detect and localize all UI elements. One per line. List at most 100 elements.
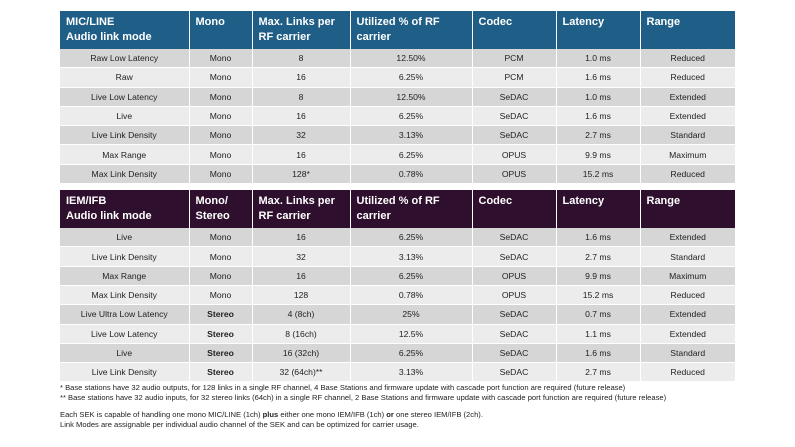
table-cell: SeDAC <box>472 125 557 146</box>
table-cell: 3.13% <box>350 125 473 146</box>
column-header: Max. Links per RF carrier <box>252 190 351 229</box>
column-header: Utilized % of RF carrier <box>350 11 473 49</box>
table-cell: SeDAC <box>472 106 557 127</box>
table-cell: PCM <box>472 67 557 88</box>
footnotes: * Base stations have 32 audio outputs, f… <box>60 383 760 430</box>
table-cell: OPUS <box>472 266 557 286</box>
table-cell: 32 (64ch)** <box>252 362 351 383</box>
column-header: Range <box>640 190 735 229</box>
table-cell: 12.50% <box>350 87 473 107</box>
table-row: Live Link Density Mono 32 3.13% SeDAC 2.7 ms S… <box>60 125 735 146</box>
table-cell: Maximum <box>640 144 735 165</box>
table-row: Live Link Density Stereo 32 (64ch)** 3.13% S… <box>60 362 735 383</box>
table-cell: 16 <box>252 67 351 88</box>
table-cell: Reduced <box>640 164 735 185</box>
table-cell: Standard <box>640 125 735 146</box>
column-header: Mono/Stereo <box>189 190 253 229</box>
table-cell: Extended <box>640 228 735 248</box>
table-cell: 16 <box>252 106 351 127</box>
table-cell: 1.6 ms <box>556 228 641 248</box>
table-cell: Standard <box>640 246 735 267</box>
link-modes-note: Link Modes are assignable per individual… <box>60 420 419 429</box>
table-cell: Extended <box>640 304 735 325</box>
table-cell: 15.2 ms <box>556 285 641 306</box>
table-cell: Mono <box>189 87 253 107</box>
table-cell: 8 <box>252 87 351 107</box>
table-cell: 4 (8ch) <box>252 304 351 325</box>
table-cell: PCM <box>472 49 557 69</box>
table-cell: 32 <box>252 246 351 267</box>
mic-line-header-row: MIC/LINE Audio link mode Mono Max. Links pe… <box>60 11 735 49</box>
table-cell: Max Link Density <box>60 164 190 185</box>
table-cell: 2.7 ms <box>556 246 641 267</box>
table-cell: Mono <box>189 106 253 127</box>
table-cell: Extended <box>640 106 735 127</box>
table-cell: Max Range <box>60 144 190 165</box>
table-cell: Mono <box>189 228 253 248</box>
column-header: Codec <box>472 11 557 49</box>
table-cell: Raw Low Latency <box>60 49 190 69</box>
table-cell: Reduced <box>640 49 735 69</box>
table-cell: 128* <box>252 164 351 185</box>
table-cell: Extended <box>640 324 735 344</box>
table-row: Live Low Latency Stereo 8 (16ch) 12.5% SeDAC… <box>60 324 735 344</box>
table-row: Max Link Density Mono 128* 0.78% OPUS 15.2 ms… <box>60 164 735 185</box>
table-cell: 9.9 ms <box>556 144 641 165</box>
footnote-1: * Base stations have 32 audio outputs, f… <box>60 383 626 392</box>
table-cell: 0.78% <box>350 164 473 185</box>
table-row: Raw Low Latency Mono 8 12.50% PCM 1.0 ms Reduc… <box>60 49 735 69</box>
mic-line-table: MIC/LINE Audio link mode Mono Max. Links pe… <box>60 11 735 185</box>
column-header: MIC/LINE Audio link mode <box>60 11 190 49</box>
table-cell: Mono <box>189 246 253 267</box>
table-cell: Mono <box>189 144 253 165</box>
table-cell: SeDAC <box>472 324 557 344</box>
table-cell: Reduced <box>640 67 735 88</box>
table-cell: Stereo <box>189 362 253 383</box>
table-cell: 9.9 ms <box>556 266 641 286</box>
column-header: Latency <box>556 190 641 229</box>
table-cell: OPUS <box>472 285 557 306</box>
table-cell: 2.7 ms <box>556 125 641 146</box>
table-cell: Live <box>60 228 190 248</box>
table-row: Live Mono 16 6.25% SeDAC 1.6 ms Extended <box>60 228 735 248</box>
table-row: Live Ultra Low Latency Stereo 4 (8ch) 25% Se… <box>60 304 735 325</box>
table-cell: 16 <box>252 266 351 286</box>
iem-ifb-table: IEM/IFB Audio link mode Mono/Stereo Max. Li… <box>60 190 735 383</box>
table-cell: Live Ultra Low Latency <box>60 304 190 325</box>
table-cell: 0.78% <box>350 285 473 306</box>
table-cell: SeDAC <box>472 304 557 325</box>
table-cell: 6.25% <box>350 106 473 127</box>
column-header: Utilized % of RF carrier <box>350 190 473 229</box>
table-cell: 1.6 ms <box>556 67 641 88</box>
table-cell: Mono <box>189 164 253 185</box>
table-cell: 25% <box>350 304 473 325</box>
table-cell: Stereo <box>189 324 253 344</box>
table-cell: Live Link Density <box>60 246 190 267</box>
table-cell: Mono <box>189 67 253 88</box>
table-cell: SeDAC <box>472 87 557 107</box>
table-cell: Live Low Latency <box>60 324 190 344</box>
column-header: IEM/IFB Audio link mode <box>60 190 190 229</box>
table-cell: Mono <box>189 49 253 69</box>
table-cell: 6.25% <box>350 144 473 165</box>
table-cell: 8 <box>252 49 351 69</box>
table-cell: 32 <box>252 125 351 146</box>
table-cell: Mono <box>189 125 253 146</box>
table-cell: 1.6 ms <box>556 343 641 364</box>
iem-ifb-body: Live Mono 16 6.25% SeDAC 1.6 ms Extended Live L… <box>60 228 735 383</box>
table-cell: 128 <box>252 285 351 306</box>
table-row: Live Link Density Mono 32 3.13% SeDAC 2.7 ms S… <box>60 246 735 267</box>
column-header: Max. Links per RF carrier <box>252 11 351 49</box>
table-cell: 3.13% <box>350 246 473 267</box>
table-cell: 12.5% <box>350 324 473 344</box>
table-cell: 1.0 ms <box>556 87 641 107</box>
table-cell: 2.7 ms <box>556 362 641 383</box>
table-cell: Mono <box>189 266 253 286</box>
table-cell: 16 (32ch) <box>252 343 351 364</box>
footnote-2: ** Base stations have 32 audio inputs, f… <box>60 393 667 402</box>
table-cell: Max Range <box>60 266 190 286</box>
table-cell: SeDAC <box>472 362 557 383</box>
table-cell: Live Link Density <box>60 125 190 146</box>
table-cell: SeDAC <box>472 343 557 364</box>
table-cell: Live Link Density <box>60 362 190 383</box>
